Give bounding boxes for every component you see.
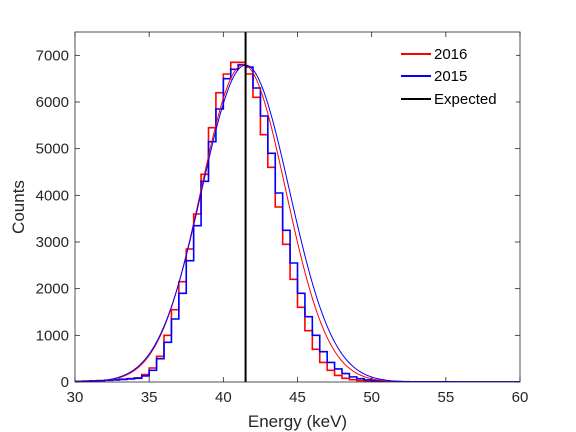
legend-label-expected: Expected	[434, 91, 497, 108]
legend: 2016 2015 Expected	[396, 43, 516, 113]
y-tick-label: 5000	[36, 141, 69, 158]
y-tick-label: 6000	[36, 94, 69, 111]
x-tick-label: 50	[363, 389, 380, 406]
x-tick-label: 30	[67, 389, 84, 406]
y-tick-label: 3000	[36, 234, 69, 251]
y-tick-label: 0	[61, 374, 69, 391]
x-tick-label: 45	[289, 389, 306, 406]
y-tick-label: 4000	[36, 187, 69, 204]
y-tick-label: 2000	[36, 281, 69, 298]
series-2016-fit-curve	[75, 64, 520, 382]
x-axis-title: Energy (keV)	[248, 412, 347, 431]
y-tick-label: 1000	[36, 327, 69, 344]
x-tick-label: 55	[437, 389, 454, 406]
y-tick-label: 7000	[36, 47, 69, 64]
x-tick-label: 40	[215, 389, 232, 406]
legend-label-2015: 2015	[434, 68, 467, 85]
ticks-layer: 30 35 40 45 50 55 60 0 1000 2000 3000 4000 5000 6000 7…	[36, 32, 529, 406]
x-tick-label: 35	[141, 389, 158, 406]
x-tick-label: 60	[512, 389, 529, 406]
y-axis-title: Counts	[9, 180, 28, 234]
legend-label-2016: 2016	[434, 46, 467, 63]
